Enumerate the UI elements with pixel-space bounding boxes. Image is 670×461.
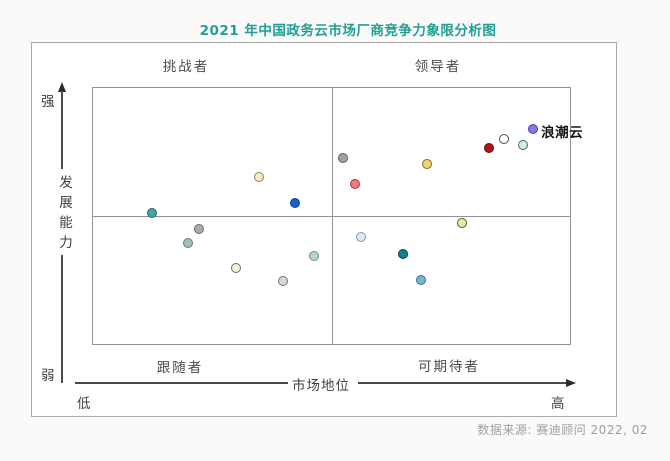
page-title: 2021 年中国政务云市场厂商竞争力象限分析图 <box>199 23 497 39</box>
y-axis-line-lower <box>61 255 63 383</box>
quadrant-label-challengers: 挑战者 <box>162 59 210 75</box>
y-axis-max-label: 强 <box>41 94 55 110</box>
quadrant-label-followers: 跟随者 <box>156 360 204 376</box>
x-axis-max-label: 高 <box>551 396 565 412</box>
x-axis-min-label: 低 <box>77 396 91 412</box>
quadrant-divider-horizontal <box>93 216 570 218</box>
quadrant-label-leaders: 领导者 <box>414 59 462 75</box>
x-axis-label: 市场地位 <box>292 378 350 394</box>
y-axis-label: 发展能力 <box>59 175 73 251</box>
y-axis-min-label: 弱 <box>41 368 55 384</box>
x-axis-arrow-icon <box>566 378 576 387</box>
x-axis-line-left <box>75 382 288 384</box>
plot-area <box>92 87 571 345</box>
y-axis-arrow-icon <box>57 82 66 92</box>
data-source: 数据来源: 赛迪顾问 2022, 02 <box>477 423 648 437</box>
x-axis-line-right <box>358 382 567 384</box>
y-axis-line-upper <box>61 91 63 169</box>
quadrant-label-promising: 可期待者 <box>418 359 480 375</box>
chart-panel <box>31 42 617 417</box>
